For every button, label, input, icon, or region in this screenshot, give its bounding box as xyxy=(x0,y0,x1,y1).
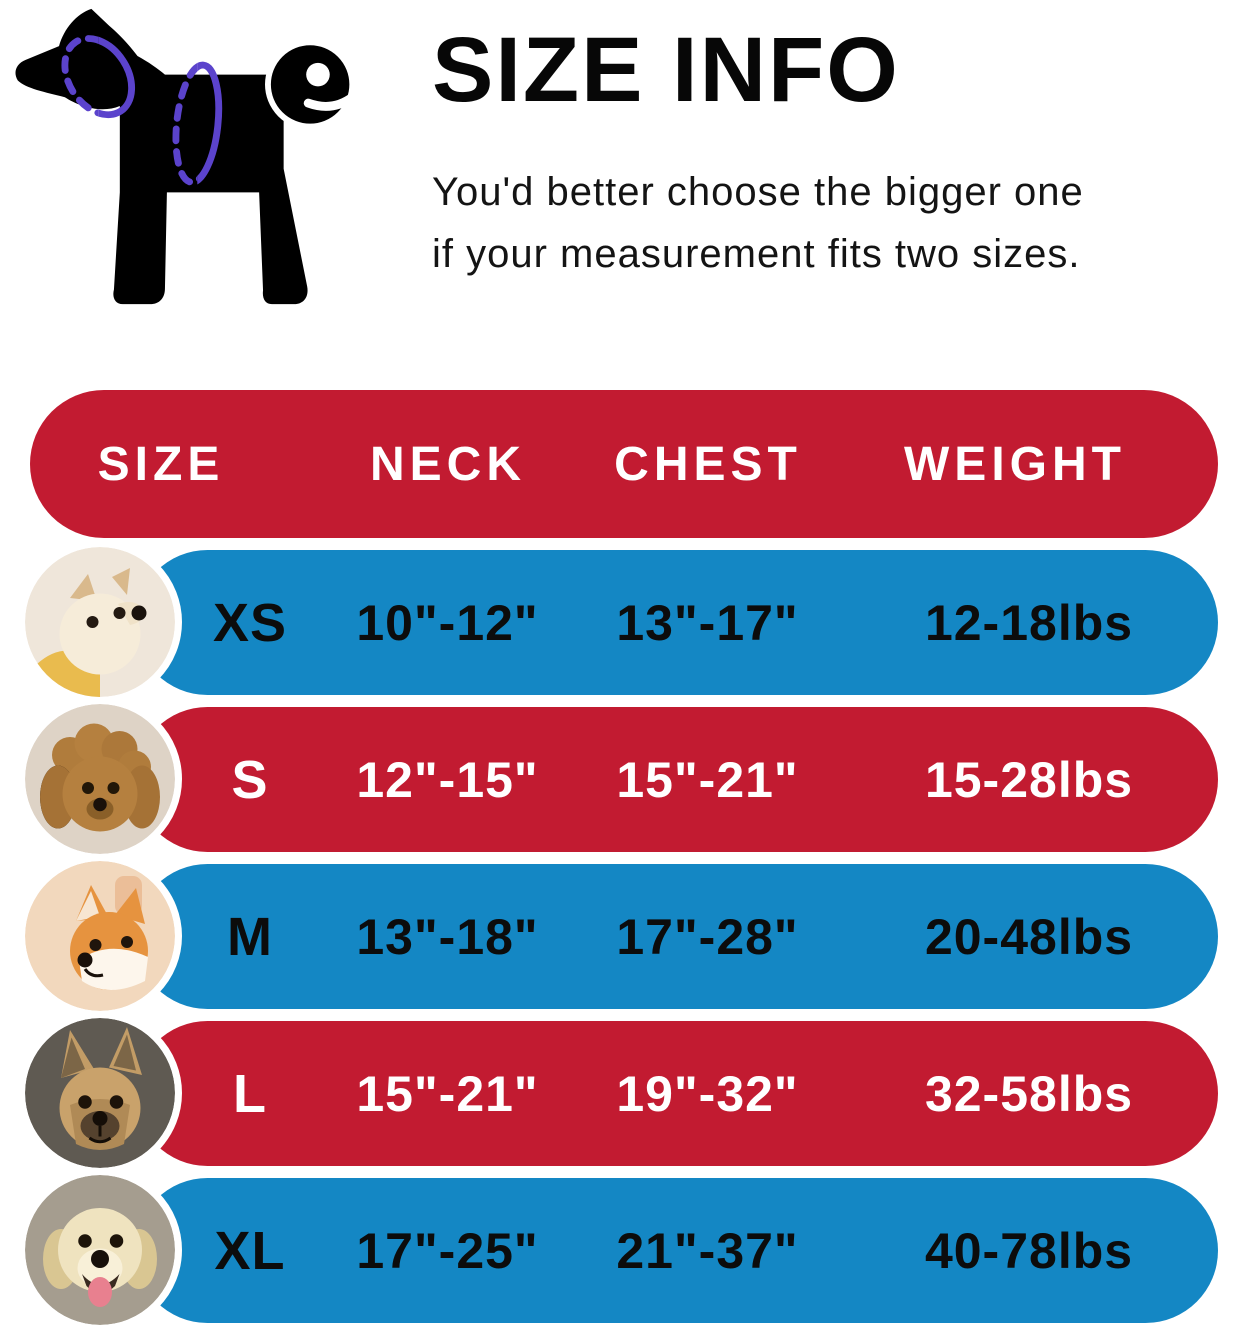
neck-value: 13"-18" xyxy=(356,908,539,965)
chest-girth-ring xyxy=(197,61,223,186)
neck-value: 10"-12" xyxy=(356,594,539,651)
french-bulldog-photo xyxy=(18,1011,182,1175)
column-header-size: SIZE xyxy=(97,437,225,491)
size-advice-text: You'd better choose the bigger one if yo… xyxy=(432,169,1084,276)
size-value: XL xyxy=(214,1220,286,1281)
chest-value: 21"-37" xyxy=(616,1222,799,1279)
chest-value: 17"-28" xyxy=(616,908,799,965)
column-header-weight: WEIGHT xyxy=(904,437,1126,491)
chest-value: 13"-17" xyxy=(616,594,799,651)
neck-value: 12"-15" xyxy=(356,751,539,808)
table-row-xs: XS 10"-12" 13"-17" 12-18lbs xyxy=(18,540,1218,704)
labrador-photo xyxy=(18,1168,182,1332)
pomeranian-photo xyxy=(18,540,182,704)
neck-girth-ring xyxy=(98,35,136,119)
column-header-chest: CHEST xyxy=(614,437,802,491)
row-band xyxy=(135,550,1218,695)
column-header-neck: NECK xyxy=(369,437,526,491)
shiba-inu-photo xyxy=(18,854,182,1018)
row-band xyxy=(135,707,1218,852)
weight-value: 32-58lbs xyxy=(924,1065,1134,1122)
poodle-photo xyxy=(18,697,182,861)
page-title: SIZE INFO xyxy=(432,19,900,121)
weight-value: 12-18lbs xyxy=(924,594,1134,651)
table-row-l: L 15"-21" 19"-32" 32-58lbs xyxy=(18,1011,1218,1175)
chest-value: 19"-32" xyxy=(616,1065,799,1122)
table-row-s: S 12"-15" 15"-21" 15-28lbs xyxy=(18,697,1218,861)
table-header-row: SIZE NECK CHEST WEIGHT xyxy=(30,390,1218,538)
size-chart-table: SIZE NECK CHEST WEIGHT XS 10"-12" 13"-17… xyxy=(18,390,1218,1332)
weight-value: 20-48lbs xyxy=(924,908,1134,965)
neck-value: 17"-25" xyxy=(356,1222,539,1279)
weight-value: 40-78lbs xyxy=(924,1222,1134,1279)
row-band xyxy=(135,1021,1218,1166)
size-value: S xyxy=(231,749,269,810)
hero-section: SIZE INFO You'd better choose the bigger… xyxy=(0,0,1248,338)
table-row-xl: XL 17"-25" 21"-37" 40-78lbs xyxy=(18,1168,1218,1332)
row-band xyxy=(135,864,1218,1009)
row-band xyxy=(135,1178,1218,1323)
neck-value: 15"-21" xyxy=(356,1065,539,1122)
size-value: L xyxy=(233,1063,267,1124)
weight-value: 15-28lbs xyxy=(924,751,1134,808)
size-value: XS xyxy=(212,592,288,653)
dog-tail-curl xyxy=(264,39,356,130)
dog-measurement-silhouette-icon xyxy=(8,4,420,330)
chest-value: 15"-21" xyxy=(616,751,799,808)
table-row-m: M 13"-18" 17"-28" 20-48lbs xyxy=(18,854,1218,1018)
size-value: M xyxy=(227,906,273,967)
dog-body-shape xyxy=(15,8,308,305)
